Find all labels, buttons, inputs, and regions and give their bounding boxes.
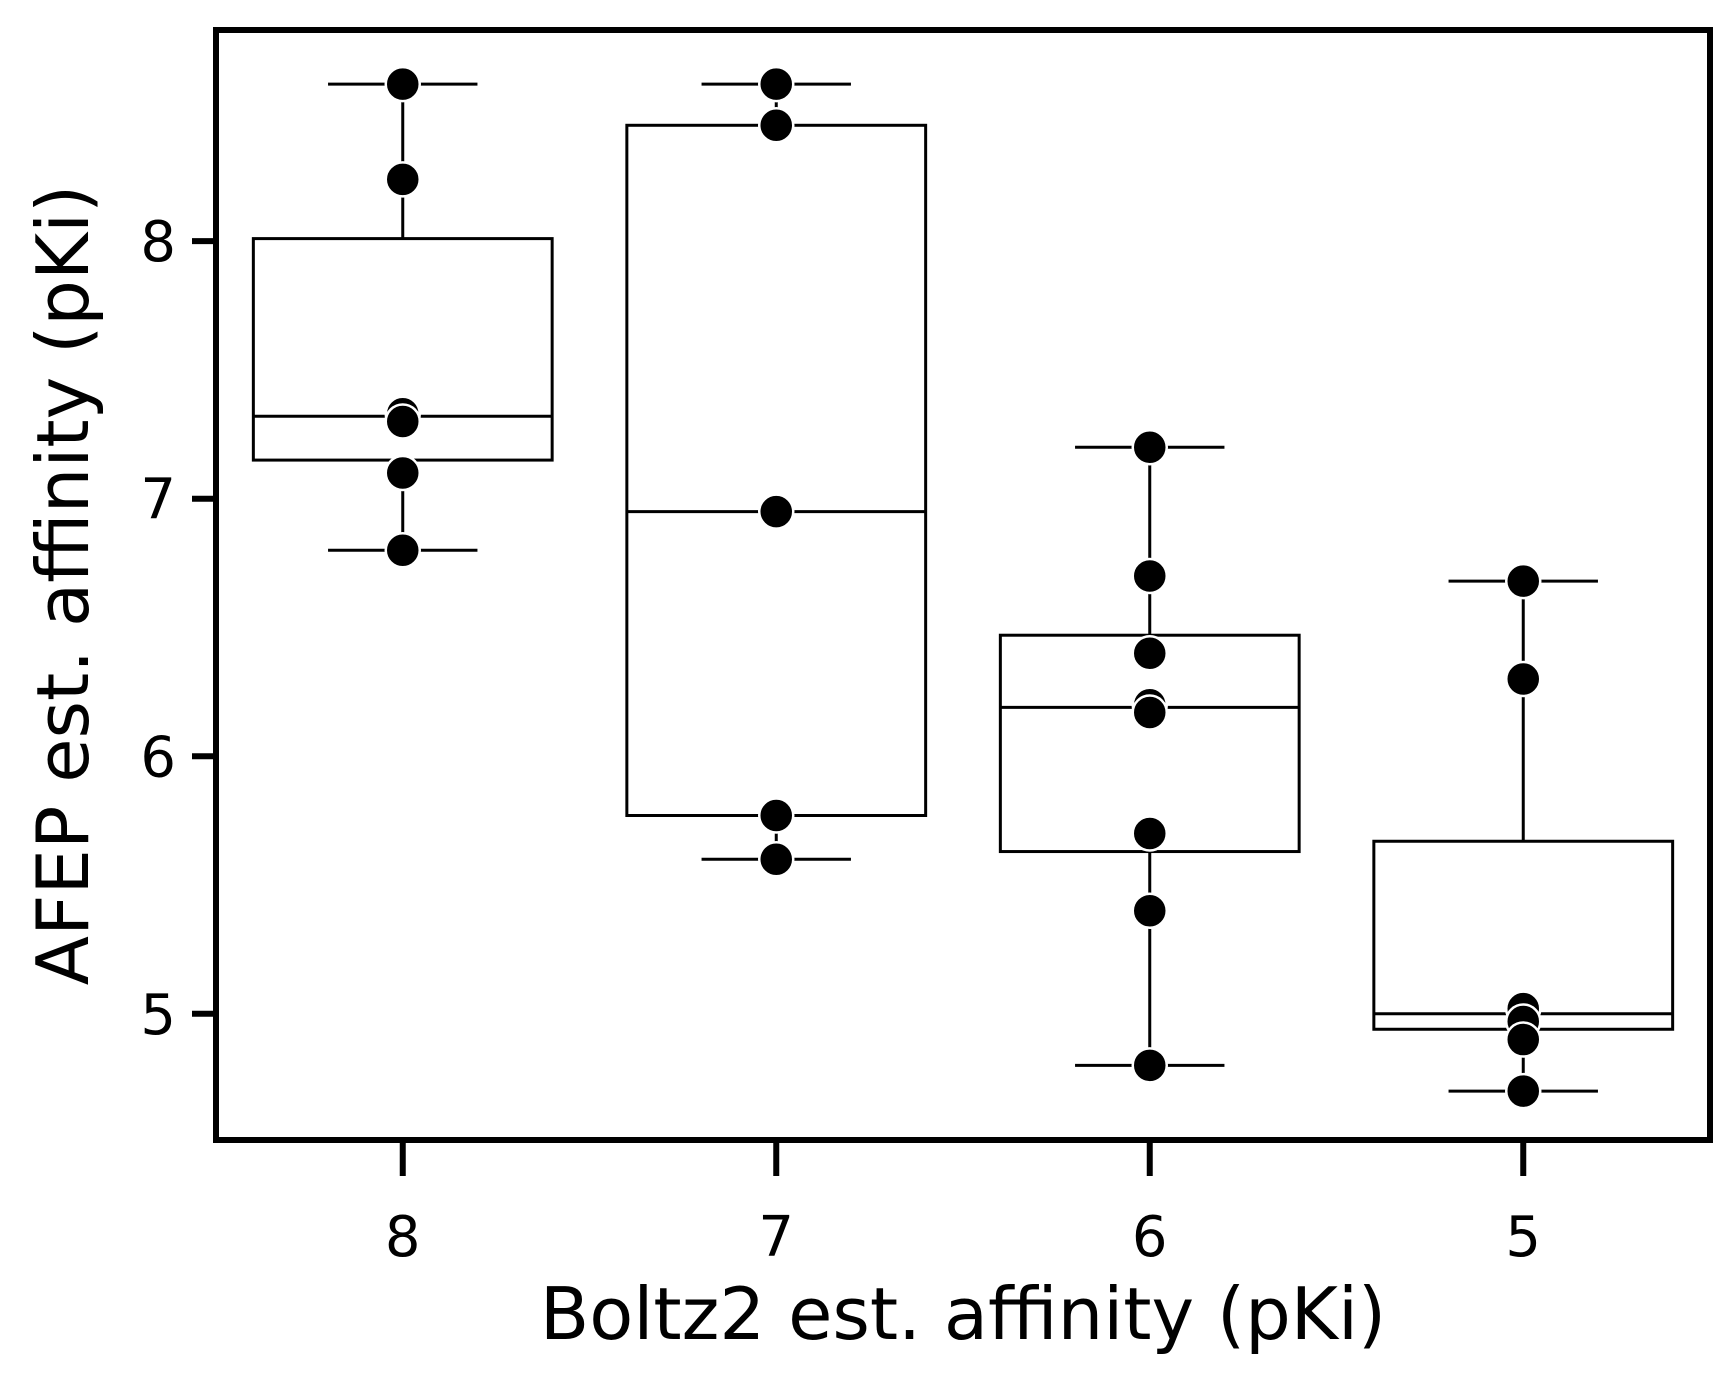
y-tick-label: 5 [140, 983, 176, 1048]
data-point [384, 531, 421, 569]
box-iqr [625, 123, 928, 817]
data-point [384, 454, 421, 492]
data-point [1131, 815, 1168, 852]
data-point [1131, 694, 1168, 731]
x-tick-label: 8 [385, 1205, 421, 1270]
x-axis-title: Boltz2 est. affinity (pKi) [540, 1272, 1386, 1356]
data-point [384, 161, 421, 198]
box-group-8 [251, 65, 554, 569]
data-point [758, 107, 795, 144]
data-point [758, 841, 795, 878]
box-group-6 [998, 428, 1301, 1084]
data-point [1505, 562, 1542, 600]
box-group-5 [1372, 562, 1675, 1110]
x-tick-label: 6 [1132, 1205, 1168, 1270]
plot-frame [213, 27, 1713, 1143]
x-tick-label: 7 [758, 1205, 794, 1270]
y-tick-label: 8 [140, 210, 176, 275]
y-axis-title: AFEP est. affinity (pKi) [21, 185, 105, 985]
data-point [1131, 557, 1168, 595]
data-point [1131, 634, 1168, 672]
data-point [1505, 1072, 1542, 1110]
data-point [1131, 1047, 1168, 1084]
data-point [1505, 660, 1542, 698]
data-point [758, 65, 795, 103]
y-tick-label: 7 [140, 468, 176, 533]
plot-marks [251, 65, 1675, 1110]
data-point [1131, 892, 1168, 930]
data-point [758, 493, 795, 530]
y-axis: 5 6 7 8 [140, 210, 216, 1048]
x-axis: 8 7 6 5 [385, 1140, 1541, 1270]
y-tick-label: 6 [140, 725, 176, 790]
data-point [758, 797, 795, 834]
x-tick-label: 5 [1505, 1205, 1541, 1270]
data-point [384, 403, 421, 440]
data-point [1505, 1021, 1542, 1058]
data-point [1131, 428, 1168, 466]
box-group-7 [625, 65, 928, 878]
data-point [384, 65, 421, 103]
